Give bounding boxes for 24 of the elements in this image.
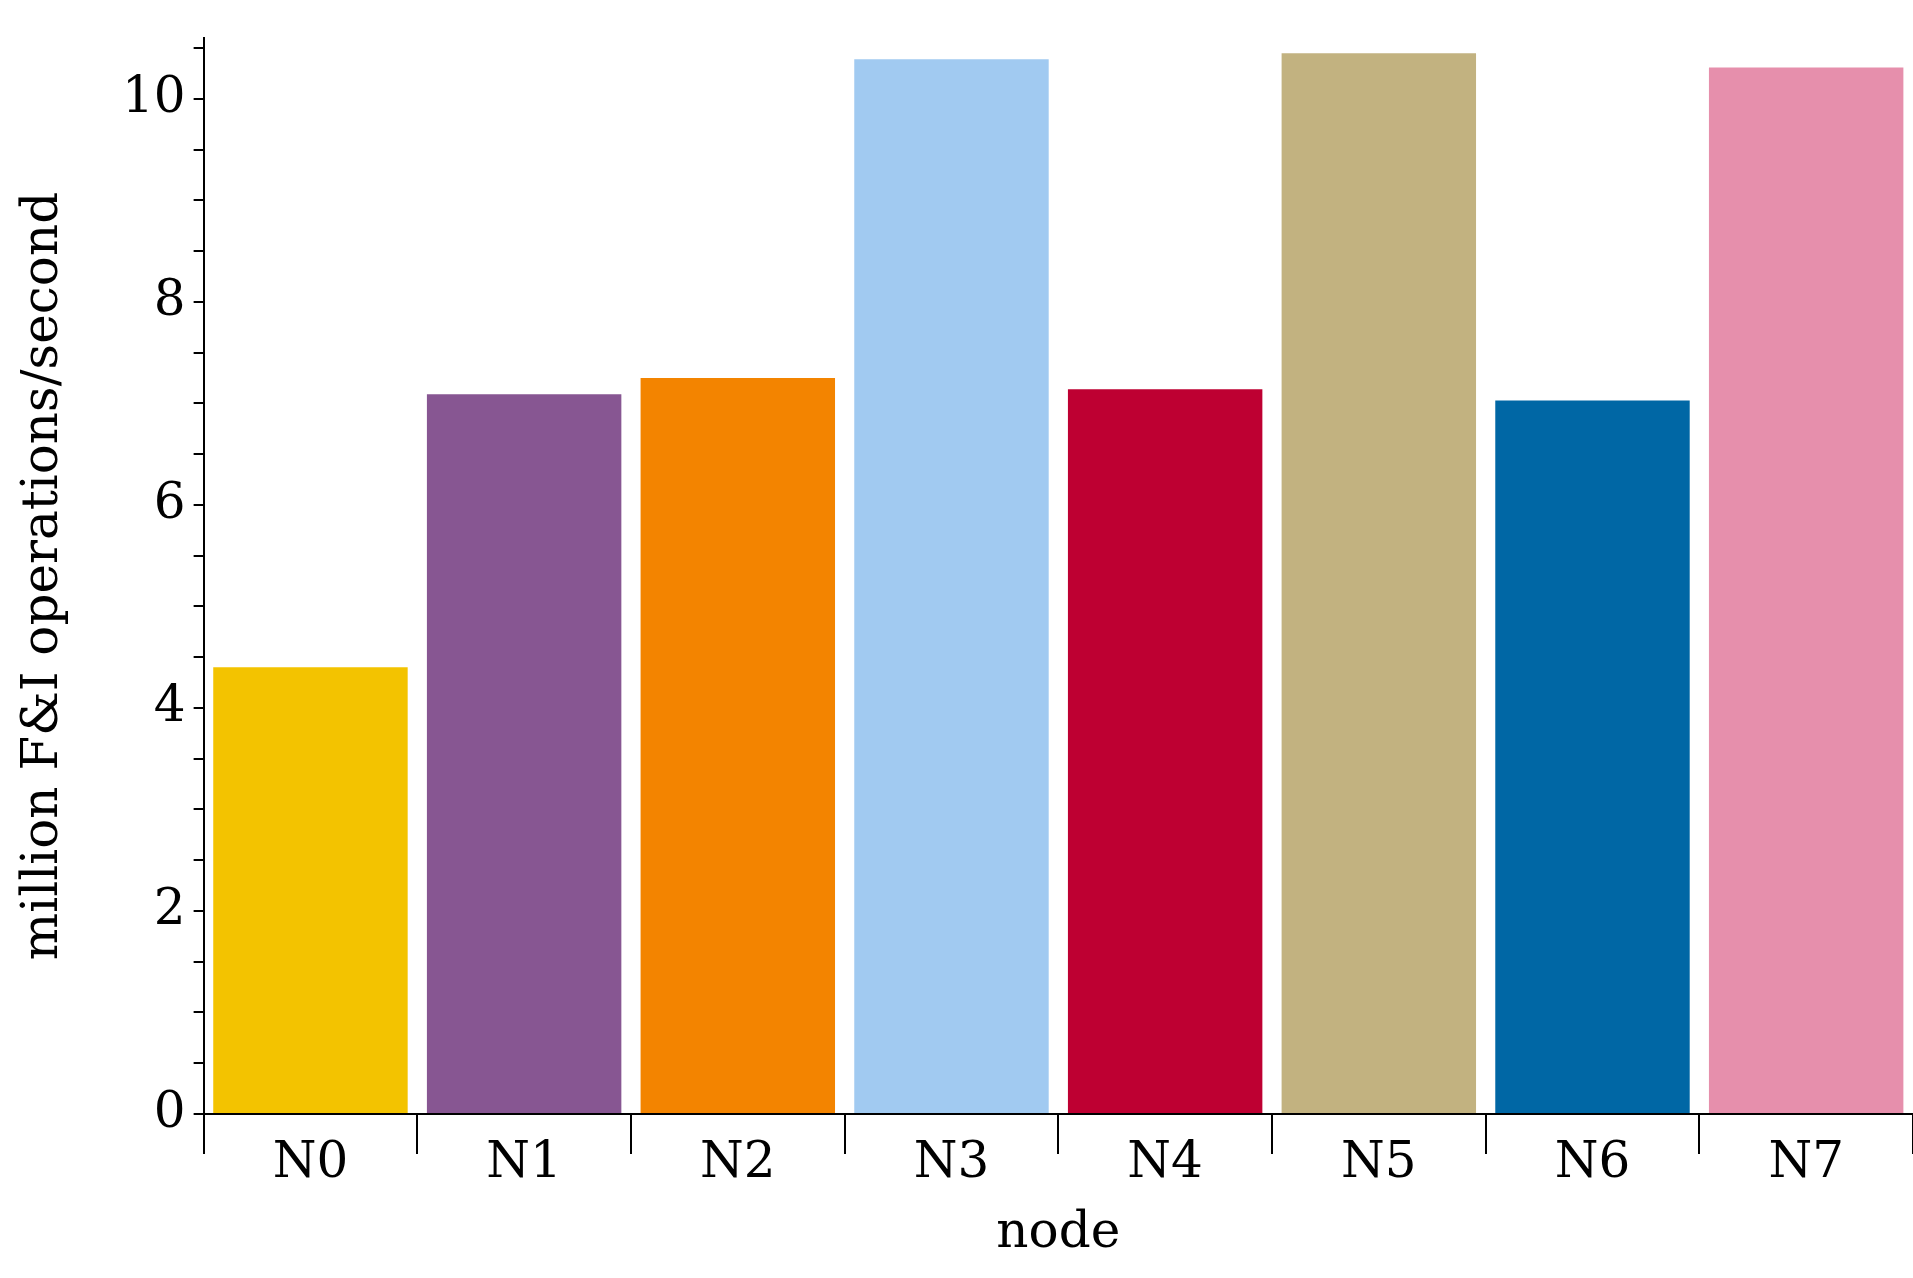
bar <box>854 59 1049 1113</box>
bar <box>640 378 836 1113</box>
x-tick-label: N5 <box>1341 1130 1417 1189</box>
x-tick-label: N7 <box>1768 1130 1844 1189</box>
x-tick-label: N6 <box>1554 1130 1631 1189</box>
x-tick-label: N3 <box>913 1130 990 1189</box>
y-tick-label: 0 <box>153 1080 186 1139</box>
x-tick-label: N0 <box>272 1130 349 1189</box>
x-axis-title: node <box>996 1200 1121 1259</box>
bar <box>1708 67 1904 1113</box>
y-tick-label: 10 <box>122 65 186 124</box>
y-tick-label: 2 <box>153 877 186 936</box>
x-tick-label: N2 <box>700 1130 776 1189</box>
bar <box>1281 53 1477 1113</box>
x-tick-label: N4 <box>1127 1130 1203 1189</box>
bar <box>1495 400 1690 1113</box>
y-axis-title: million F&I operations/second <box>10 191 69 961</box>
bar <box>1067 389 1263 1113</box>
x-tick-label: N1 <box>486 1130 562 1189</box>
y-tick-label: 4 <box>153 674 186 733</box>
bar <box>213 667 408 1113</box>
bar <box>426 394 622 1113</box>
y-tick-label: 8 <box>153 268 186 327</box>
y-tick-label: 6 <box>153 471 186 530</box>
